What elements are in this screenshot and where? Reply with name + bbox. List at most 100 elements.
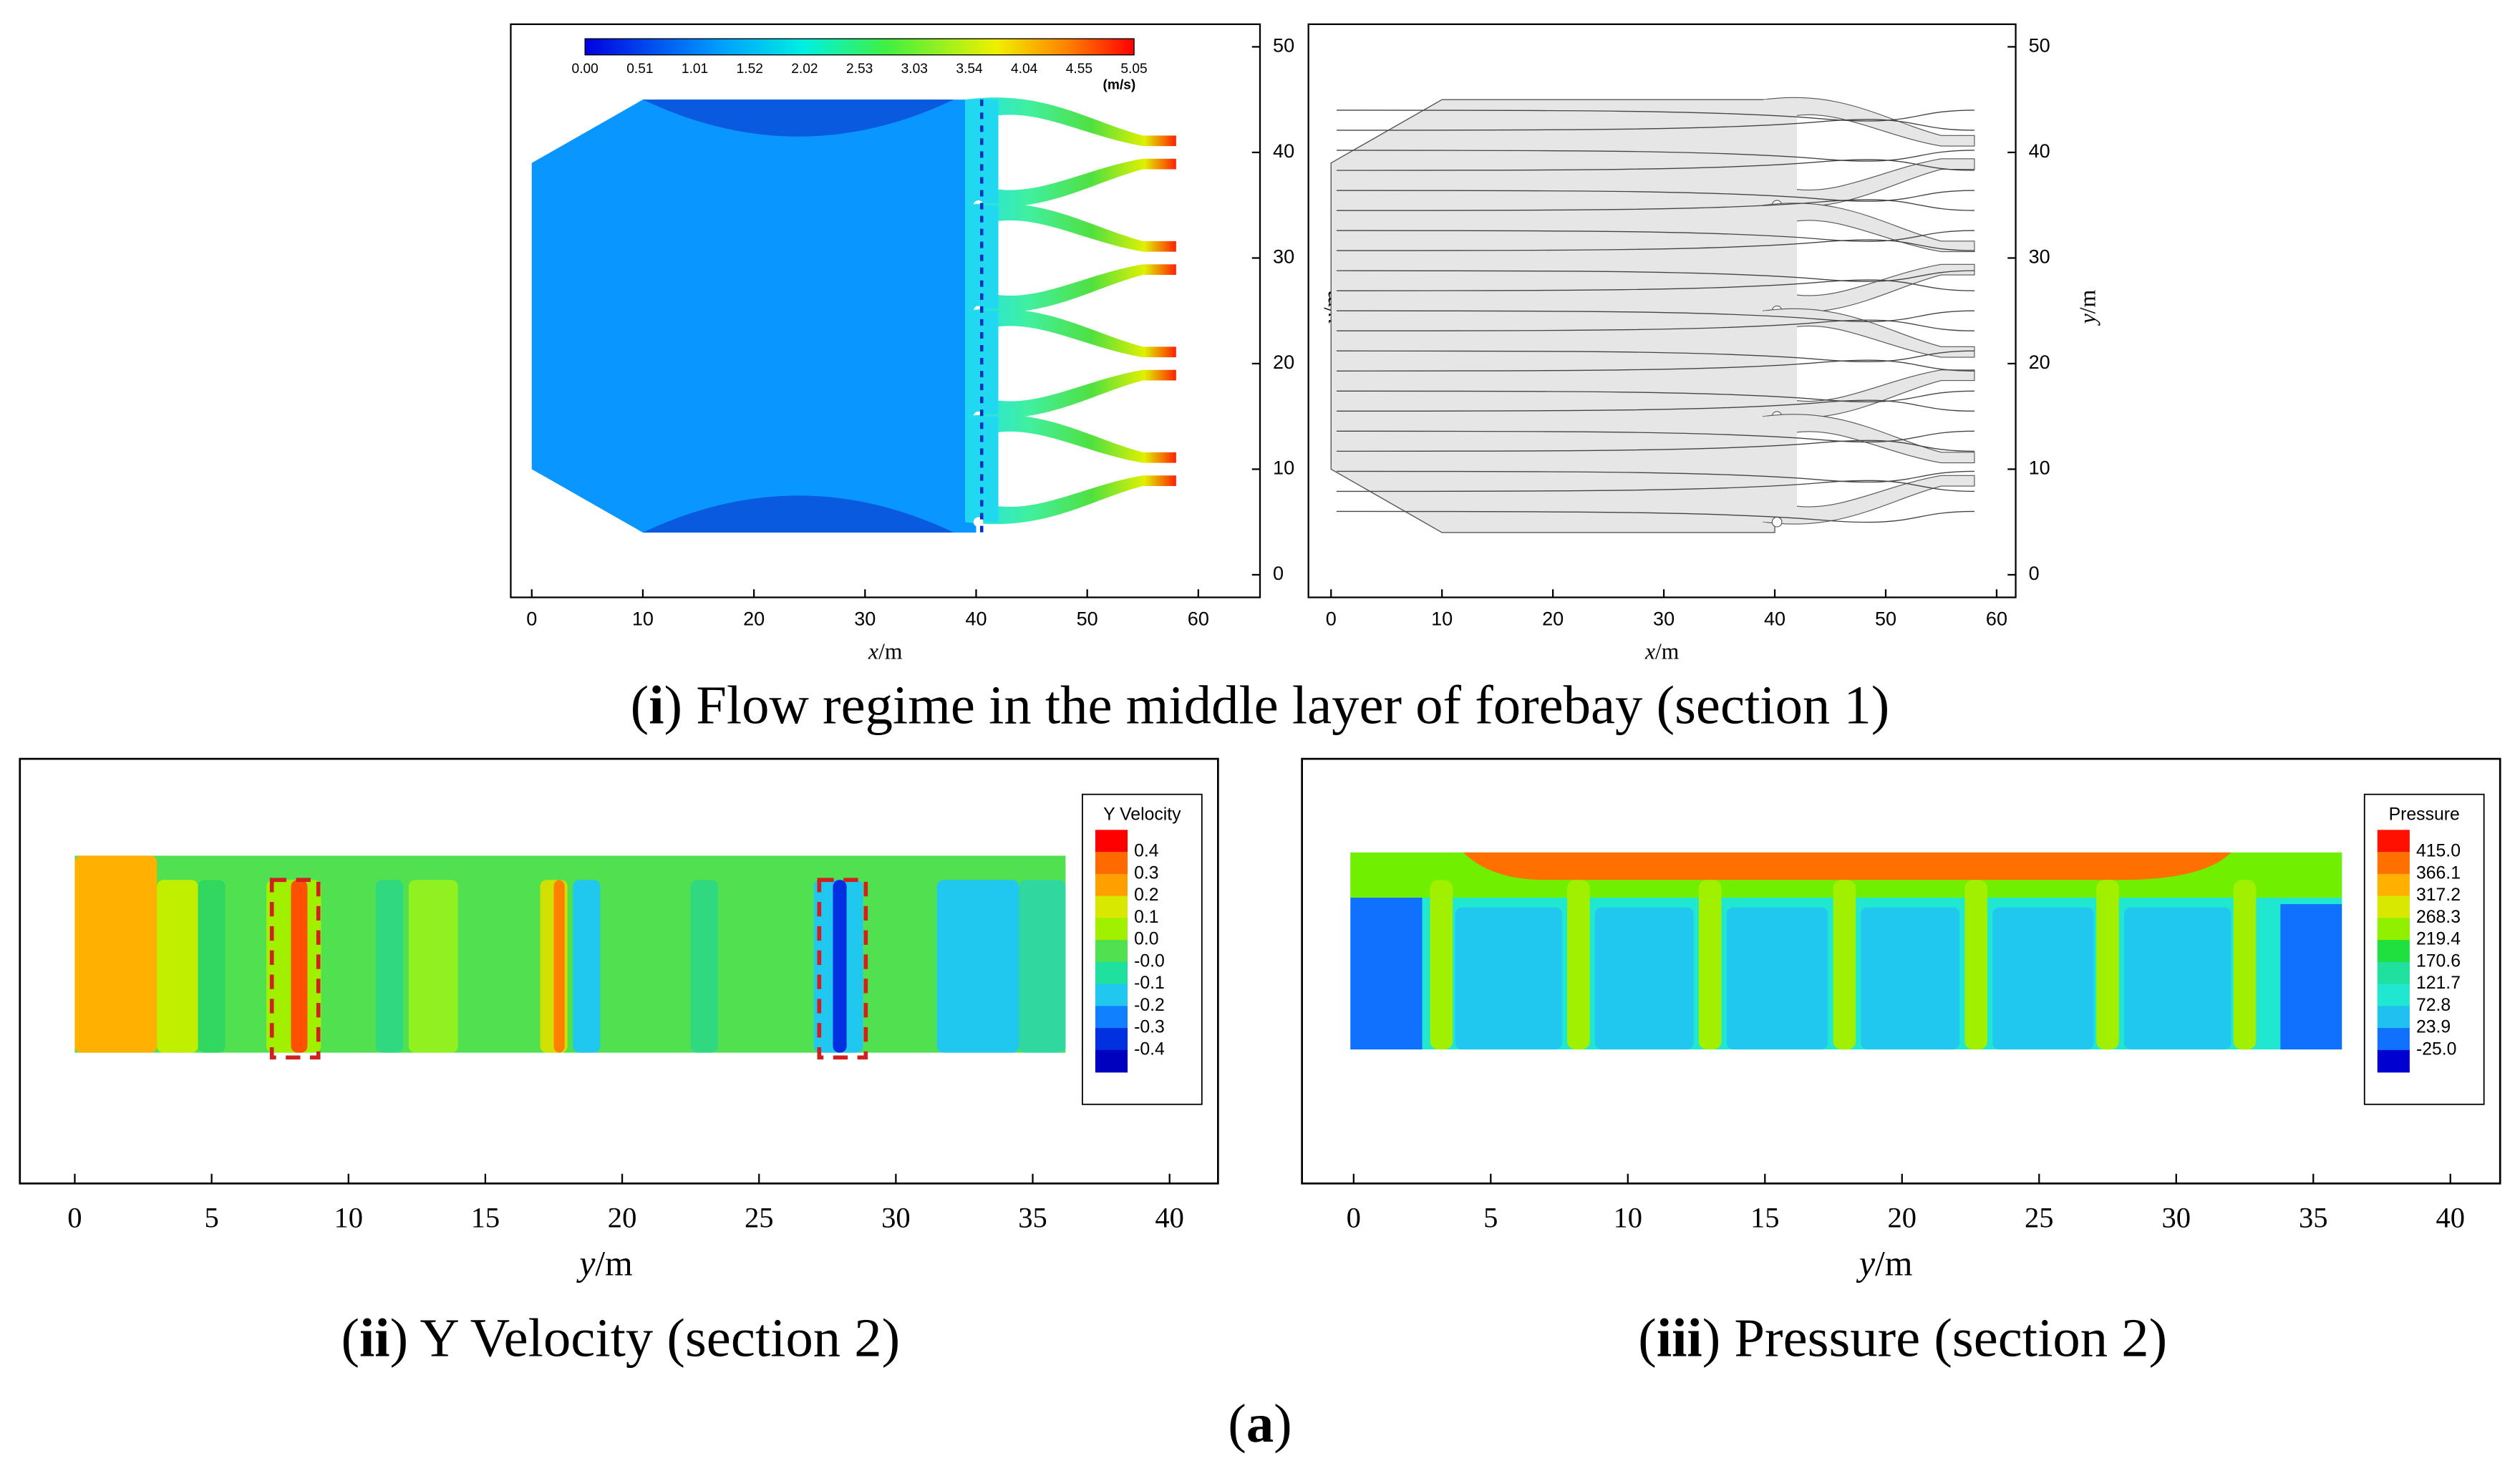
x-tick-label: 35 <box>1018 1201 1047 1233</box>
caption-part: i <box>649 674 664 735</box>
colorbar-label: 3.54 <box>956 62 983 77</box>
y-tick-label: 30 <box>2029 246 2050 268</box>
y-tick-label: 40 <box>2029 140 2050 162</box>
x-axis-label: x/m <box>1644 639 1680 664</box>
y-axis-label-part: y <box>2075 313 2100 326</box>
legend-swatch <box>1095 984 1128 1007</box>
caption-part: ii <box>359 1307 390 1368</box>
x-axis-label: y/m <box>576 1244 632 1283</box>
x-axis-label-part: /m <box>595 1244 632 1283</box>
streamline <box>1336 159 1974 171</box>
pier-pressure <box>2233 880 2257 1050</box>
inlet <box>1763 99 1798 205</box>
legend-title: Pressure <box>2389 805 2460 825</box>
plot-frame <box>1307 23 2017 598</box>
x-tick-label: 5 <box>204 1201 218 1233</box>
x-tick-label: 20 <box>743 608 765 629</box>
plot-frame <box>510 23 1261 598</box>
pressure-cell <box>1455 907 1562 1050</box>
legend-label: 219.4 <box>2416 930 2461 949</box>
x-tick-label: 30 <box>2161 1201 2191 1233</box>
x-axis-label-part: /m <box>1655 639 1680 664</box>
legend-title: Y Velocity <box>1103 805 1181 825</box>
slow-zone <box>642 99 954 137</box>
colorbar-unit: (m/s) <box>1103 78 1136 93</box>
legend-swatch <box>1095 830 1128 853</box>
y-tick-label: 30 <box>1273 246 1294 268</box>
legend-swatch <box>1095 873 1128 897</box>
caption-part: ) Y Velocity (section 2) <box>390 1307 901 1368</box>
legend-label: 0.3 <box>1134 863 1158 883</box>
panel-ii: 0 5 10 15 20 25 30 35 40 y/m Y Velocity 0.4 0.30.2 0.… <box>19 757 1219 1368</box>
legend-swatch <box>2377 830 2410 853</box>
inlet <box>1763 205 1798 311</box>
pier-notch <box>1771 516 1783 528</box>
streamline <box>1336 470 1974 483</box>
y-tick-label: 10 <box>2029 457 2050 479</box>
colorbar-label: 5.05 <box>1120 62 1147 77</box>
inlet <box>1763 416 1798 523</box>
velocity-band <box>291 880 308 1053</box>
x-axis-label-part: x <box>1644 639 1655 664</box>
legend-label: -25.0 <box>2416 1039 2457 1059</box>
figure-label-part: ( <box>1228 1393 1246 1454</box>
velocity-band <box>690 880 718 1053</box>
velocity-field <box>74 855 1066 1053</box>
pier-pressure <box>1567 880 1590 1050</box>
pressure-low <box>2280 904 2342 1050</box>
x-axis-label-part: y <box>576 1244 596 1283</box>
streamline <box>1336 190 1974 202</box>
x-tick-label: 25 <box>2025 1201 2054 1233</box>
y-tick-label: 50 <box>1273 35 1294 57</box>
x-tick-label: 50 <box>1077 608 1098 629</box>
x-tick-label: 10 <box>1431 608 1453 629</box>
legend-swatch <box>1095 940 1128 963</box>
pump-channel <box>1762 203 1975 253</box>
x-tick-label: 15 <box>1750 1201 1780 1233</box>
x-axis-label-part: y <box>1856 1244 1876 1283</box>
legend-label: 268.3 <box>2416 908 2461 927</box>
y-tick-label: 40 <box>1273 140 1294 162</box>
legend-swatch <box>1095 961 1128 985</box>
x-tick-label: 10 <box>632 608 654 629</box>
x-tick-label: 25 <box>745 1201 774 1233</box>
pier-pressure <box>1430 880 1453 1050</box>
pressure-cell <box>1594 907 1694 1050</box>
x-tick-label: 10 <box>334 1201 363 1233</box>
streamline <box>1336 359 1974 372</box>
x-tick-label: 50 <box>1875 608 1896 629</box>
legend-label: 0.2 <box>1134 885 1158 905</box>
velocity-band <box>408 880 458 1053</box>
inlet <box>1763 311 1798 417</box>
legend-label: 0.4 <box>1134 842 1159 861</box>
pressure-high <box>1463 852 2231 880</box>
legend-label: 0.0 <box>1134 930 1158 949</box>
legend-swatch <box>2377 1028 2410 1051</box>
legend-label: -0.0 <box>1134 951 1165 971</box>
legend-label: -0.2 <box>1134 996 1165 1015</box>
plot-frame <box>1301 757 2501 1185</box>
legend-label: -0.4 <box>1134 1039 1165 1059</box>
y-tick-label: 50 <box>2029 35 2050 57</box>
legend-swatch <box>2377 984 2410 1007</box>
x-tick-label: 40 <box>965 608 987 629</box>
x-tick-label: 10 <box>1614 1201 1643 1233</box>
velocity-band <box>198 880 226 1053</box>
basin <box>1330 99 1775 533</box>
x-tick-label: 60 <box>1188 608 1209 629</box>
streamline <box>1336 310 1974 322</box>
legend-label: 366.1 <box>2416 863 2461 883</box>
pressure-cell <box>1992 907 2094 1050</box>
legend-swatch <box>1095 1049 1128 1073</box>
caption-part: ( <box>341 1307 359 1368</box>
streamline <box>1336 390 1974 403</box>
caption-part: iii <box>1657 1307 1702 1368</box>
x-tick-label: 30 <box>854 608 876 629</box>
pier-pressure <box>1698 880 1722 1050</box>
panel-iii: 0 5 10 15 20 25 30 35 40 y/m Pressure 415.0 366.1317… <box>1301 757 2501 1368</box>
y-tick-label: 20 <box>2029 351 2050 373</box>
pressure-cell <box>1726 907 1828 1050</box>
x-axis-label-part: x <box>868 639 878 664</box>
legend-swatch <box>2377 1049 2410 1073</box>
legend-label: -0.3 <box>1134 1018 1165 1037</box>
